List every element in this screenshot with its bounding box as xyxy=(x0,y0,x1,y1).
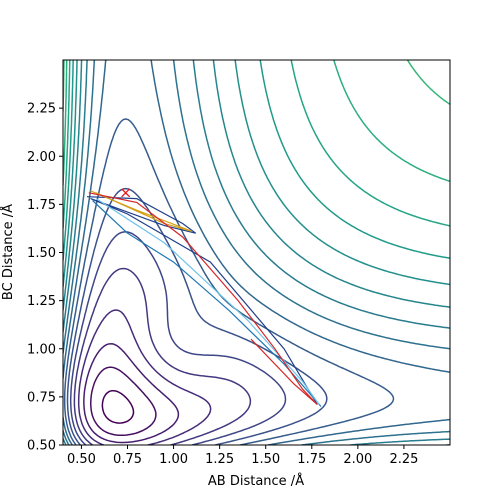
contour-line xyxy=(63,118,395,445)
x-axis-label: AB Distance /Å xyxy=(208,473,304,489)
contour-line xyxy=(89,366,157,437)
y-tick-label: 1.25 xyxy=(27,294,56,309)
y-axis-ticks: 0.50 0.75 1.00 1.25 1.50 1.75 2.00 2.25 xyxy=(27,102,63,454)
contour-line xyxy=(101,389,135,424)
start-marker-x xyxy=(121,188,131,198)
x-tick-label: 2.00 xyxy=(343,452,372,467)
x-tick-label: 0.50 xyxy=(67,452,96,467)
y-tick-label: 0.75 xyxy=(27,390,56,405)
contour-line xyxy=(83,342,180,444)
trajectory-line xyxy=(95,198,320,405)
x-tick-label: 2.25 xyxy=(389,452,418,467)
contour-line xyxy=(63,60,450,445)
y-tick-label: 1.50 xyxy=(27,246,56,261)
contour-lines xyxy=(63,60,450,445)
contour-line xyxy=(63,60,450,445)
contour-line xyxy=(69,231,287,445)
x-tick-label: 0.75 xyxy=(113,452,142,467)
start-point-marker xyxy=(121,188,131,198)
y-tick-label: 1.00 xyxy=(27,342,56,357)
y-axis-label: BC Distance /Å xyxy=(0,204,16,300)
y-tick-label: 2.00 xyxy=(27,150,56,165)
x-tick-label: 1.75 xyxy=(297,452,326,467)
trajectory-lines xyxy=(86,190,322,407)
contour-line xyxy=(73,267,252,445)
x-tick-label: 1.50 xyxy=(251,452,280,467)
y-tick-label: 0.50 xyxy=(27,439,56,454)
contour-line xyxy=(66,187,328,445)
trajectory-line xyxy=(90,190,193,232)
x-tick-label: 1.00 xyxy=(159,452,188,467)
trajectory-line xyxy=(88,192,318,406)
x-tick-label: 1.25 xyxy=(205,452,234,467)
contour-line xyxy=(77,309,212,445)
contour-line xyxy=(63,60,450,445)
y-tick-label: 1.75 xyxy=(27,198,56,213)
x-axis-ticks: 0.50 0.75 1.00 1.25 1.50 1.75 2.00 2.25 xyxy=(67,445,418,467)
trajectory-line xyxy=(86,196,318,405)
y-tick-label: 2.25 xyxy=(27,102,56,117)
